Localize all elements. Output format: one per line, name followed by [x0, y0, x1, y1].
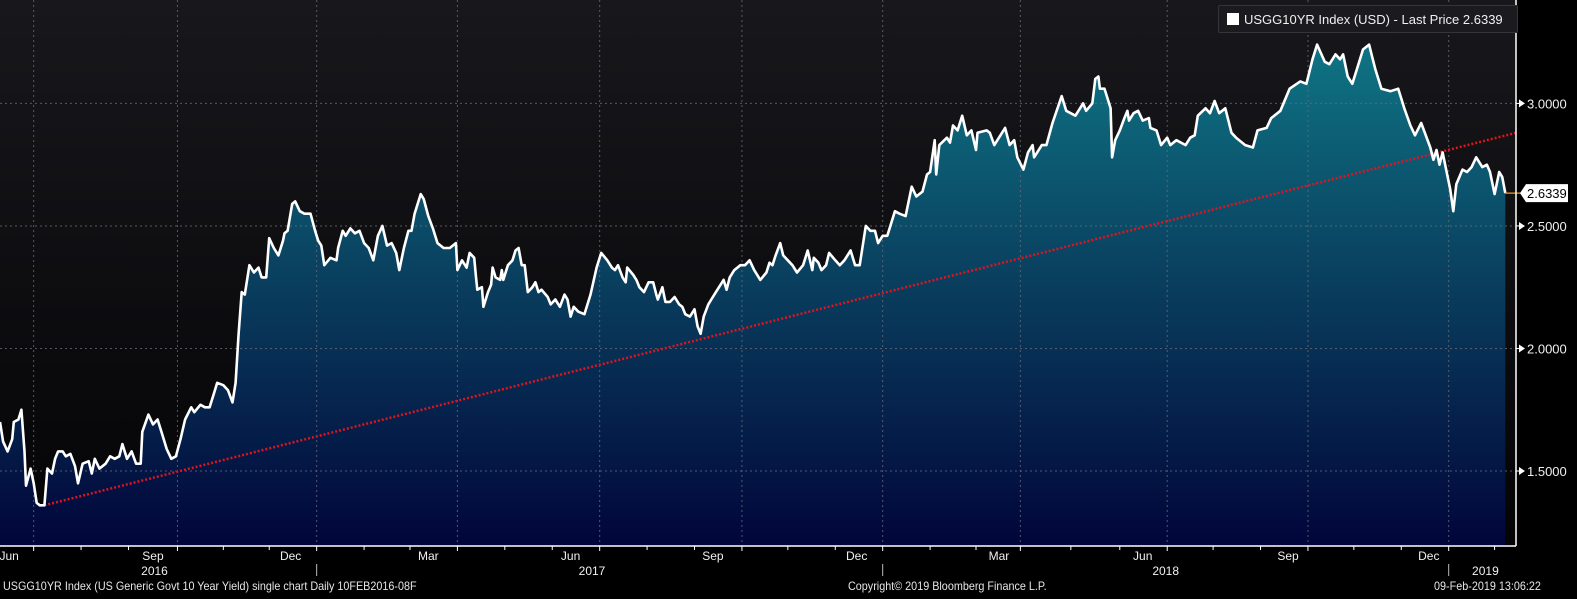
x-tick-label: Sep — [702, 549, 724, 563]
year-label: 2017 — [579, 564, 606, 578]
y-tick-arrow-icon — [1519, 99, 1525, 108]
y-tick-label: 3.0000 — [1527, 96, 1567, 111]
x-tick-label: Jun — [0, 549, 19, 563]
y-tick-label: 1.5000 — [1527, 464, 1567, 479]
x-tick-label: Sep — [1277, 549, 1299, 563]
x-tick-label: Dec — [1418, 549, 1439, 563]
x-tick-label: Jun — [1133, 549, 1152, 563]
series-line — [0, 43, 1507, 507]
series-area-fill — [0, 44, 1506, 546]
year-label: 2018 — [1152, 564, 1179, 578]
year-label: 2019 — [1472, 564, 1499, 578]
footer-description: USGG10YR Index (US Generic Govt 10 Year … — [3, 579, 417, 593]
year-label: 2016 — [141, 564, 168, 578]
last-price-marker — [1520, 184, 1568, 203]
chart-legend: USGG10YR Index (USD) - Last Price 2.6339 — [1218, 5, 1518, 33]
x-tick-label: Dec — [280, 549, 301, 563]
x-tick-label: Dec — [846, 549, 867, 563]
y-tick-arrow-icon — [1519, 344, 1525, 353]
y-tick-label: 2.5000 — [1527, 219, 1567, 234]
y-tick-arrow-icon — [1519, 221, 1525, 230]
x-tick-label: Sep — [142, 549, 164, 563]
y-tick-arrow-icon — [1519, 467, 1525, 476]
trendline — [44, 131, 1517, 507]
legend-label: USGG10YR Index (USD) - Last Price 2.6339 — [1244, 11, 1503, 27]
x-tick-label: Jun — [561, 549, 580, 563]
x-tick-label: Mar — [989, 549, 1010, 563]
footer-timestamp: 09-Feb-2019 13:06:22 — [1434, 579, 1541, 593]
y-tick-label: 2.0000 — [1527, 341, 1567, 356]
footer-copyright: Copyright© 2019 Bloomberg Finance L.P. — [848, 579, 1047, 593]
x-tick-label: Mar — [418, 549, 439, 563]
last-price-label: 2.6339 — [1527, 186, 1567, 201]
legend-swatch — [1227, 13, 1239, 25]
